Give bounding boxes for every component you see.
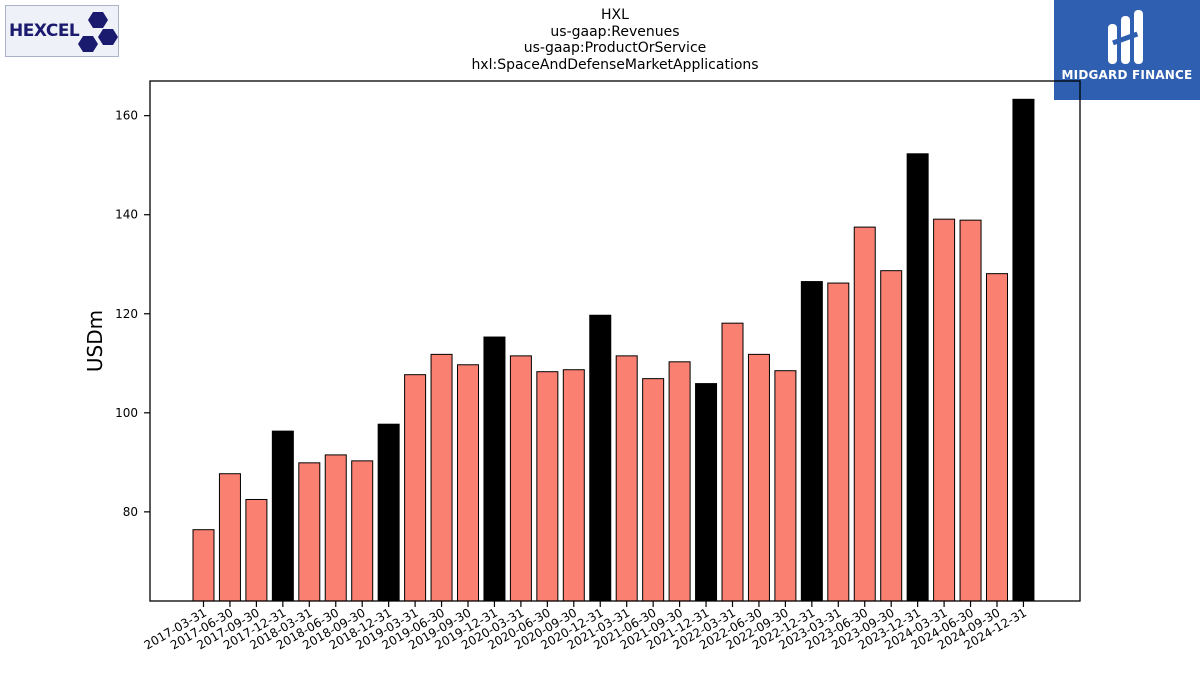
chart-title-line-1: HXL — [601, 7, 629, 23]
bar — [880, 270, 903, 602]
y-tick-label: 100 — [115, 406, 138, 420]
hexcel-logo-text: HEXCEL — [9, 21, 80, 41]
bar — [986, 273, 1008, 602]
bar — [615, 355, 638, 602]
chart-title: HXL us-gaap:Revenues us-gaap:ProductOrSe… — [315, 7, 915, 73]
bar — [906, 153, 929, 602]
bar — [774, 370, 797, 602]
bar — [747, 353, 770, 602]
bar — [404, 374, 427, 602]
chart-title-line-4: hxl:SpaceAndDefenseMarketApplications — [471, 56, 759, 73]
chart-title-line-2: us-gaap:Revenues — [550, 23, 680, 40]
bar — [695, 383, 718, 602]
midgard-mark-icon — [1108, 10, 1143, 64]
y-tick-label: 140 — [115, 208, 138, 222]
bar — [483, 336, 506, 602]
bar — [721, 322, 744, 602]
bar — [933, 218, 956, 602]
y-tick-label: 160 — [115, 109, 138, 123]
bar — [827, 282, 850, 602]
bar — [959, 219, 982, 602]
plot-frame — [149, 80, 1081, 602]
bar — [245, 498, 268, 602]
bar — [853, 226, 876, 602]
y-tick-label: 80 — [123, 505, 138, 519]
hexagon-cluster-icon — [78, 12, 118, 52]
bar — [562, 369, 585, 602]
bar — [430, 353, 453, 602]
bar — [668, 361, 691, 602]
y-axis-label: USDm — [83, 310, 107, 372]
bar — [1012, 98, 1035, 602]
y-tick-label: 120 — [115, 307, 138, 321]
bar — [298, 462, 321, 602]
bar — [218, 473, 241, 602]
bar — [589, 314, 612, 602]
bar — [271, 430, 294, 602]
bar — [377, 423, 400, 602]
bar — [642, 378, 665, 602]
bar — [192, 529, 215, 602]
bar — [509, 355, 532, 602]
bar — [324, 454, 347, 602]
midgard-logo-text: MIDGARD FINANCE — [1061, 68, 1193, 82]
hexcel-logo: HEXCEL — [5, 5, 119, 57]
bar — [351, 460, 374, 602]
chart-title-line-3: us-gaap:ProductOrService — [523, 40, 707, 56]
bar — [536, 371, 559, 602]
midgard-finance-logo: MIDGARD FINANCE — [1054, 0, 1200, 100]
bar — [457, 364, 479, 602]
bar — [800, 281, 823, 602]
